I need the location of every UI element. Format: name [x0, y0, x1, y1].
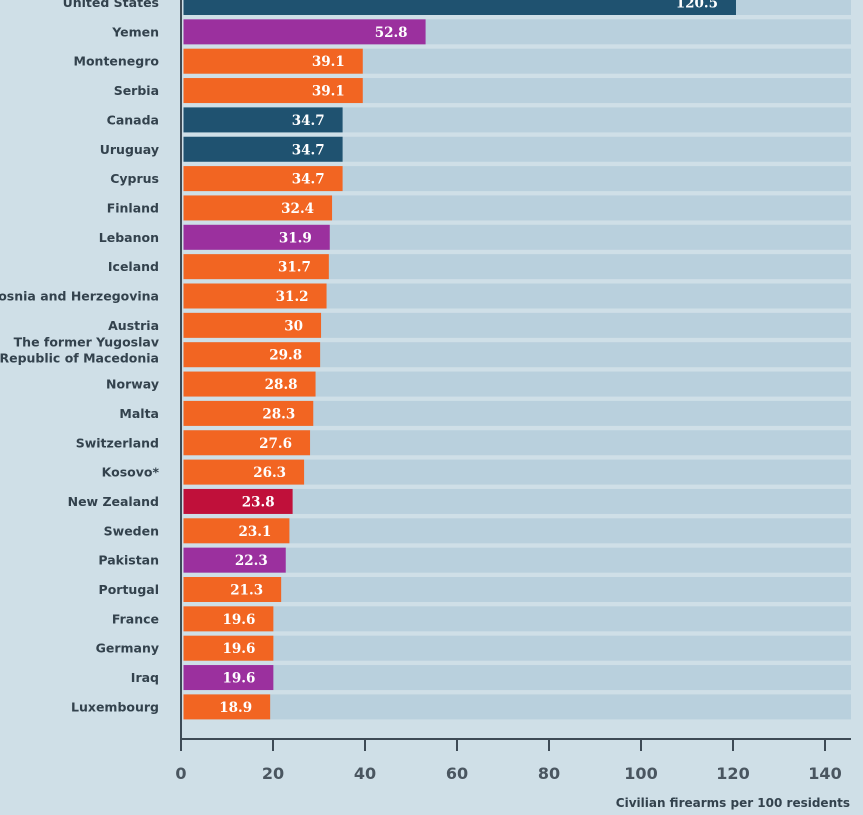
- x-tick-label: 100: [624, 764, 657, 783]
- category-label: Montenegro: [74, 54, 160, 69]
- bar: [183, 400, 314, 426]
- value-label: 21.3: [230, 583, 263, 599]
- x-tick-label: 140: [808, 764, 841, 783]
- value-label: 31.2: [276, 289, 309, 305]
- category-labels: United States Yemen Montenegro Serbia Canada…: [0, 0, 159, 714]
- value-label: 39.1: [312, 54, 345, 70]
- category-label: Portugal: [99, 582, 159, 597]
- value-label: 18.9: [219, 700, 252, 716]
- bar-track: [183, 665, 851, 691]
- x-tick-label: 40: [354, 764, 376, 783]
- bar: [183, 488, 293, 514]
- value-labels: 120.5 52.8 39.1 39.1 34.7 34.7 34.7 32.4 31.9 31.…: [219, 0, 718, 716]
- value-label: 31.9: [279, 230, 312, 246]
- bar: [183, 635, 274, 661]
- value-label: 19.6: [222, 641, 255, 657]
- category-label: The former Yugoslav Republic of Macedonia: [0, 335, 159, 366]
- bars: [183, 0, 736, 720]
- bar: [183, 312, 322, 338]
- value-label: 39.1: [312, 84, 345, 100]
- category-label: Serbia: [114, 83, 159, 98]
- value-label: 30: [284, 318, 303, 334]
- bar-track: [183, 694, 851, 720]
- x-tick-label: 120: [716, 764, 749, 783]
- category-label: Pakistan: [98, 553, 159, 568]
- category-label: Bosnia and Herzegovina: [0, 289, 159, 304]
- category-label: United States: [63, 0, 159, 10]
- bar: [183, 459, 305, 485]
- value-label: 26.3: [253, 465, 286, 481]
- category-label: Kosovo*: [102, 465, 160, 480]
- bar: [183, 518, 290, 544]
- category-label: Malta: [119, 406, 159, 421]
- x-tick-label: 60: [446, 764, 468, 783]
- value-label: 28.3: [262, 406, 295, 422]
- value-label: 34.7: [292, 113, 325, 129]
- category-label: Iceland: [108, 259, 159, 274]
- x-axis-title: Civilian firearms per 100 residents: [616, 796, 850, 810]
- bar: [183, 78, 363, 104]
- bar: [183, 694, 271, 720]
- value-label: 28.8: [265, 377, 298, 393]
- category-label: Uruguay: [100, 142, 159, 157]
- bar: [183, 195, 333, 221]
- bar: [183, 577, 282, 602]
- bar-track: [183, 606, 851, 632]
- bar: [183, 107, 343, 133]
- bar: [183, 166, 343, 192]
- category-label: Germany: [96, 641, 159, 656]
- category-label: Lebanon: [99, 230, 159, 245]
- x-axis: 0 20 40 60 80 100 120 140: [175, 0, 851, 783]
- bar: [183, 430, 311, 456]
- value-label: 29.8: [269, 348, 302, 364]
- x-tick-label: 20: [262, 764, 284, 783]
- category-label: Yemen: [111, 24, 159, 39]
- bar: [183, 283, 327, 309]
- category-label: Norway: [106, 377, 159, 392]
- bar: [183, 371, 316, 397]
- value-label: 32.4: [281, 201, 314, 217]
- bar-track: [183, 577, 851, 602]
- category-label: New Zealand: [68, 494, 159, 509]
- x-tick-label: 0: [175, 764, 186, 783]
- value-label: 19.6: [222, 612, 255, 628]
- bar: [183, 254, 329, 280]
- bar: [183, 342, 321, 368]
- bar: [183, 48, 363, 74]
- bar-track: [183, 488, 851, 514]
- value-label: 34.7: [292, 142, 325, 158]
- bar-track: [183, 518, 851, 544]
- value-label: 22.3: [235, 553, 268, 569]
- category-label: Sweden: [104, 523, 159, 538]
- value-label: 27.6: [259, 436, 292, 452]
- value-label: 19.6: [222, 671, 255, 687]
- value-label: 34.7: [292, 172, 325, 188]
- bar-track: [183, 635, 851, 661]
- value-label: 120.5: [676, 0, 718, 12]
- bar: [183, 0, 736, 15]
- bar-track: [183, 547, 851, 573]
- category-label: Canada: [107, 112, 159, 127]
- category-label: France: [112, 611, 159, 626]
- bar: [183, 665, 274, 691]
- bar: [183, 547, 286, 573]
- value-label: 31.7: [278, 260, 311, 276]
- category-label: Luxembourg: [71, 699, 159, 714]
- value-label: 23.8: [242, 494, 275, 510]
- bar: [183, 136, 343, 162]
- category-label: Iraq: [131, 670, 159, 685]
- x-tick-label: 80: [538, 764, 560, 783]
- bar: [183, 606, 274, 632]
- bar: [183, 224, 330, 250]
- category-label: Finland: [107, 200, 159, 215]
- value-label: 23.1: [239, 524, 272, 540]
- bar: [183, 19, 426, 45]
- category-label: Cyprus: [110, 171, 159, 186]
- category-label: Switzerland: [76, 435, 159, 450]
- value-label: 52.8: [375, 25, 408, 41]
- category-label: Austria: [108, 318, 159, 333]
